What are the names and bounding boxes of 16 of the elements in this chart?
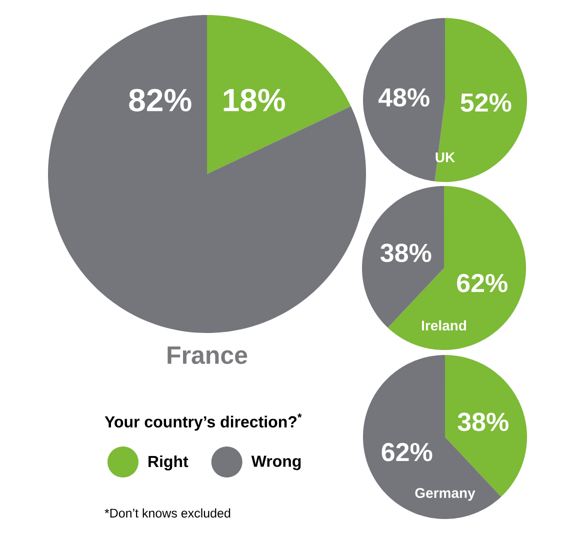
text: *Don’t knows excluded bbox=[104, 508, 230, 518]
data-label: 62% bbox=[382, 442, 432, 462]
data-label: 52% bbox=[460, 93, 512, 112]
data-label: 38% bbox=[380, 244, 432, 262]
legend-title: Your country’s direction?$^{*}$ bbox=[104, 413, 302, 431]
legend-label: Right bbox=[148, 455, 188, 470]
data-label: 62% bbox=[457, 274, 508, 292]
text: Ireland bbox=[422, 320, 466, 331]
text: UK bbox=[436, 152, 455, 162]
text: Germany bbox=[415, 488, 476, 501]
data-label: 48% bbox=[378, 88, 430, 107]
text: France bbox=[168, 346, 248, 364]
data-label: 38% bbox=[458, 412, 508, 432]
data-label: 18% bbox=[224, 88, 286, 112]
data-label: 82% bbox=[129, 88, 192, 112]
legend-label: Wrong bbox=[251, 456, 301, 470]
